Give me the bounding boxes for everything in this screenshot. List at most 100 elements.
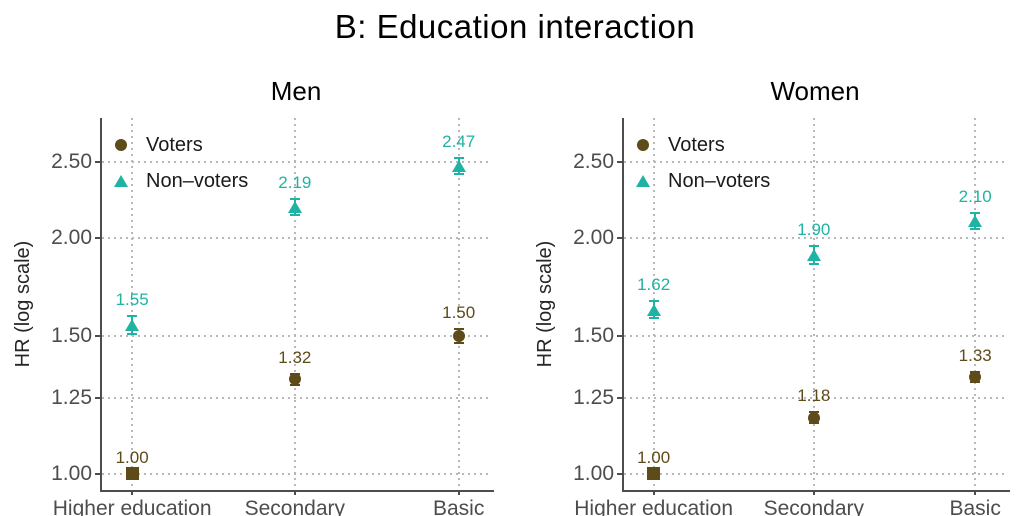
chart-title: B: Education interaction: [334, 8, 696, 45]
data-point-marker: [125, 318, 140, 331]
x-tick-label: Secondary: [244, 497, 346, 516]
point-value-label: 1.50: [442, 303, 476, 323]
x-axis-tick-mark: [974, 490, 977, 495]
y-axis-tick-mark: [95, 236, 100, 239]
x-tick-label: Basic: [949, 497, 1001, 516]
gridline-vertical: [457, 118, 460, 490]
y-tick-label: 2.00: [573, 225, 614, 249]
data-point-marker: [452, 329, 465, 342]
legend-nonvoters-marker: [636, 175, 650, 187]
y-axis-tick-mark: [617, 472, 622, 475]
gridline-vertical: [812, 118, 815, 490]
y-tick-label: 1.25: [573, 385, 614, 409]
y-axis-tick-mark: [617, 160, 622, 163]
x-axis-tick-mark: [812, 490, 815, 495]
error-bar-cap: [808, 245, 819, 248]
gridline-horizontal: [102, 334, 492, 337]
data-point-marker: [451, 159, 466, 172]
error-bar-cap: [453, 341, 464, 344]
error-bar-cap: [648, 300, 659, 303]
point-value-label: 2.10: [958, 187, 992, 207]
gridline-horizontal: [102, 236, 492, 239]
y-axis-title: HR (log scale): [534, 240, 556, 368]
point-value-label: 1.90: [797, 220, 831, 240]
error-bar-cap: [970, 212, 981, 215]
y-tick-label: 1.50: [51, 323, 92, 347]
point-value-label: 1.55: [115, 289, 149, 309]
error-bar-cap: [453, 328, 464, 331]
error-bar-cap: [648, 317, 659, 320]
legend-label: Non–voters: [668, 170, 771, 192]
gridline-horizontal: [624, 396, 1008, 399]
y-tick-label: 2.50: [573, 149, 614, 173]
y-axis-title: HR (log scale): [12, 240, 34, 368]
y-tick-label: 1.50: [573, 323, 614, 347]
x-tick-label: Secondary: [763, 497, 865, 516]
point-value-label: 1.18: [797, 385, 831, 405]
y-tick-label: 1.00: [51, 461, 92, 485]
panel-title-women: Women: [770, 76, 860, 106]
gridline-vertical: [131, 118, 134, 490]
error-bar-cap: [289, 198, 300, 201]
y-axis-tick-mark: [95, 472, 100, 475]
data-point-marker: [287, 200, 302, 213]
data-point-marker: [969, 370, 982, 383]
error-bar-cap: [127, 332, 138, 335]
gridline-horizontal: [624, 160, 1008, 163]
gridline-horizontal: [624, 236, 1008, 239]
y-axis-tick-mark: [95, 160, 100, 163]
x-axis-tick-mark: [457, 490, 460, 495]
data-point-marker: [125, 467, 139, 481]
plot-area: [100, 118, 494, 492]
gridline-horizontal: [102, 160, 492, 163]
gridline-horizontal: [624, 334, 1008, 337]
x-tick-label: Basic: [432, 497, 485, 516]
gridline-vertical: [974, 118, 977, 490]
y-tick-label: 2.50: [51, 149, 92, 173]
error-bar-cap: [970, 228, 981, 231]
y-axis-tick-mark: [95, 334, 100, 337]
legend-nonvoters-marker: [114, 175, 128, 187]
data-point-marker: [646, 303, 661, 316]
y-axis-tick-mark: [617, 236, 622, 239]
gridline-horizontal: [102, 472, 492, 475]
legend-voters-marker: [637, 139, 649, 151]
y-axis-tick-mark: [95, 396, 100, 399]
point-value-label: 1.33: [958, 345, 992, 365]
data-point-marker: [647, 467, 661, 481]
gridline-horizontal: [102, 396, 492, 399]
point-value-label: 1.62: [637, 275, 671, 295]
x-axis-tick-mark: [131, 490, 134, 495]
error-bar-cap: [453, 173, 464, 176]
point-value-label: 1.00: [637, 447, 671, 467]
gridline-vertical: [293, 118, 296, 490]
data-point-marker: [806, 249, 821, 262]
y-tick-label: 1.00: [573, 461, 614, 485]
y-axis-tick-mark: [617, 396, 622, 399]
legend-label: Voters: [146, 134, 203, 156]
data-point-marker: [288, 373, 301, 386]
y-tick-label: 1.25: [51, 385, 92, 409]
x-axis-tick-mark: [652, 490, 655, 495]
error-bar-cap: [289, 213, 300, 216]
data-point-marker: [807, 411, 820, 424]
panel-title-men: Men: [270, 76, 322, 106]
legend-label: Voters: [668, 134, 725, 156]
x-tick-label: Higher education: [574, 497, 734, 516]
point-value-label: 2.47: [442, 131, 476, 151]
error-bar-cap: [453, 156, 464, 159]
point-value-label: 1.32: [278, 348, 312, 368]
x-axis-tick-mark: [293, 490, 296, 495]
data-point-marker: [968, 215, 983, 228]
legend-label: Non–voters: [146, 170, 249, 192]
error-bar-cap: [127, 314, 138, 317]
point-value-label: 1.00: [115, 447, 149, 467]
y-tick-label: 2.00: [51, 225, 92, 249]
y-axis-tick-mark: [617, 334, 622, 337]
point-value-label: 2.19: [278, 173, 312, 193]
legend-voters-marker: [115, 139, 127, 151]
plot-area: [622, 118, 1010, 492]
gridline-horizontal: [624, 472, 1008, 475]
x-tick-label: Higher education: [52, 497, 212, 516]
